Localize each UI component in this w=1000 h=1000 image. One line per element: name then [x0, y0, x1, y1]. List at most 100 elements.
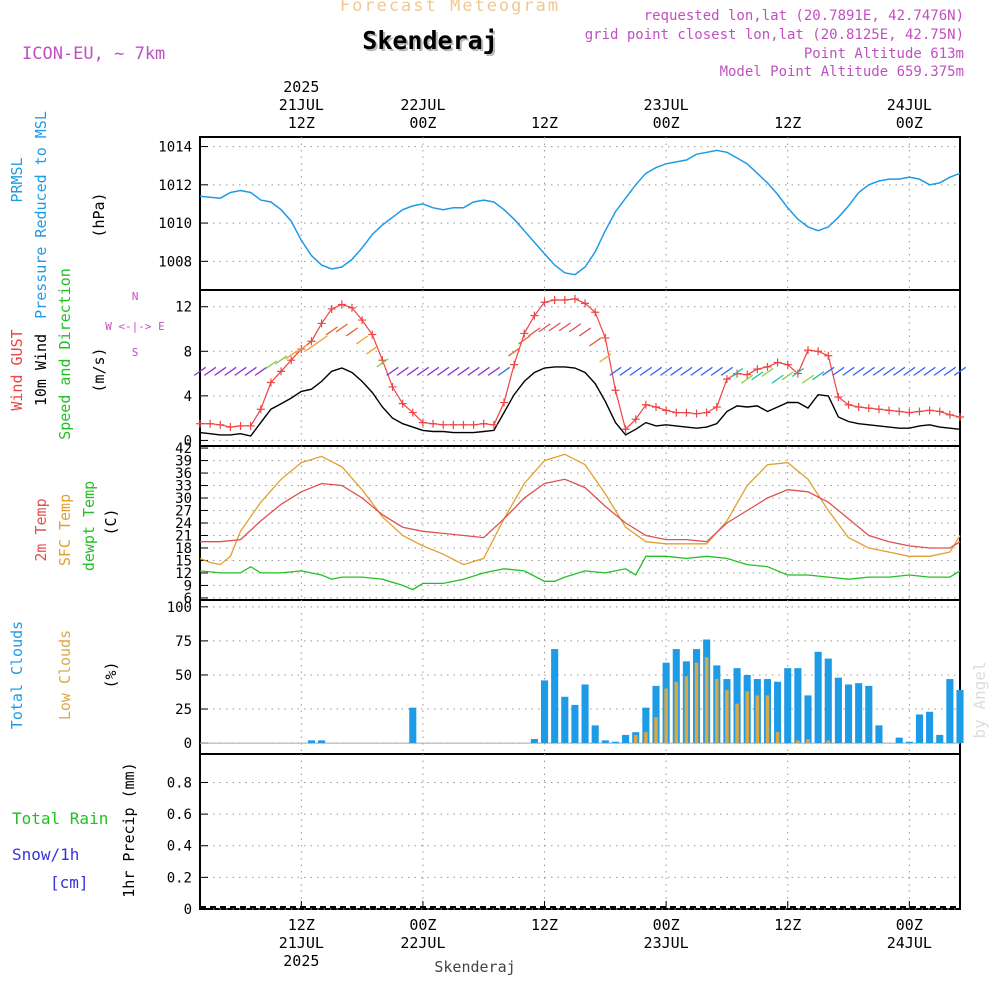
wind-direction-arrow: [416, 366, 430, 376]
panel-frame-wind: [199, 289, 961, 447]
time-label-bottom: 00Z: [409, 916, 436, 934]
label-sfc-temp: SFC Temp: [56, 494, 74, 566]
gust-marker: [915, 407, 924, 416]
credit-watermark: by Angel: [970, 661, 989, 738]
gust-marker: [398, 399, 407, 408]
total-cloud-bar: [652, 685, 660, 744]
gust-marker: [662, 406, 671, 415]
wind-direction-arrow: [660, 366, 673, 376]
gust-marker: [307, 337, 316, 346]
gust-marker: [236, 421, 245, 430]
footer-station: Skenderaj: [434, 958, 515, 976]
ytick-label-pressure: 1012: [158, 178, 192, 194]
gust-marker: [804, 346, 812, 355]
total-cloud-bar: [561, 696, 569, 744]
total-cloud-bar: [591, 725, 599, 744]
wind-direction-arrow: [487, 366, 500, 376]
gust-marker: [317, 319, 326, 328]
wind-direction-arrow: [264, 360, 278, 370]
unit-ms: (m/s): [90, 347, 108, 392]
wind-direction-arrow: [781, 371, 794, 381]
ytick-label-wind: 12: [175, 300, 192, 316]
gust-marker: [287, 356, 296, 365]
wind-direction-arrow: [761, 367, 774, 378]
gust-marker: [631, 415, 640, 424]
low-cloud-bar: [684, 676, 689, 744]
time-label-top: 2025: [283, 78, 319, 96]
ytick-label-pressure: 1008: [158, 254, 192, 270]
total-cloud-bar: [642, 707, 650, 744]
total-cloud-bar: [956, 689, 964, 744]
wind-direction-arrow: [720, 366, 734, 376]
wind-direction-arrow: [356, 335, 369, 345]
gust-marker: [895, 407, 904, 416]
ytick-label-precip: 0.4: [167, 839, 192, 855]
low-cloud-bar: [745, 691, 749, 744]
panel-frame-precip: [199, 753, 961, 910]
total-cloud-bar: [551, 649, 559, 744]
wind-direction-arrow: [234, 366, 247, 376]
series-dewpt-temp: [199, 555, 961, 591]
wind-direction-arrow: [467, 366, 480, 376]
ytick-label-pressure: 1010: [158, 216, 192, 232]
low-cloud-bar: [826, 740, 831, 744]
gust-marker: [570, 294, 579, 303]
gust-marker: [743, 370, 752, 379]
model-altitude: Model Point Altitude 659.375m: [719, 64, 964, 80]
wind-direction-arrow: [558, 322, 571, 332]
series-10m-wind: [199, 366, 961, 437]
gust-marker: [885, 406, 894, 415]
wind-direction-arrow: [953, 366, 967, 376]
series-2m-temp: [200, 478, 961, 549]
gust-marker: [550, 296, 559, 305]
wind-direction-arrow: [862, 366, 875, 376]
total-cloud-bar: [307, 740, 316, 744]
ytick-label-temperature: 36: [175, 466, 192, 482]
unit-hpa: (hPa): [90, 192, 108, 237]
time-label-top: 22JUL: [400, 96, 445, 114]
point-altitude: Point Altitude 613m: [803, 46, 964, 62]
wind-direction-arrow: [345, 327, 359, 337]
label-snow: Snow/1h: [12, 845, 79, 864]
gust-marker: [489, 420, 498, 429]
wind-direction-arrow: [548, 322, 561, 332]
label-speed-direction: Speed and Direction: [56, 268, 74, 440]
wind-direction-arrow: [822, 366, 835, 376]
low-cloud-bar: [654, 717, 658, 744]
gust-marker: [277, 367, 286, 376]
ytick-label-clouds: 100: [167, 600, 192, 616]
gust-marker: [854, 403, 863, 411]
wind-direction-arrow: [376, 358, 389, 368]
total-cloud-bar: [409, 707, 417, 744]
wind-direction-arrow: [801, 374, 815, 384]
time-label-bottom: 12Z: [288, 916, 315, 934]
wind-direction-arrow: [497, 366, 511, 376]
wind-direction-arrow: [315, 335, 328, 345]
wind-direction-arrow: [518, 335, 531, 345]
time-label-top: 00Z: [896, 114, 923, 132]
low-cloud-bar: [715, 679, 719, 744]
gust-marker: [753, 365, 762, 374]
gust-marker: [956, 413, 964, 422]
ytick-label-temperature: 39: [175, 454, 192, 470]
gust-marker: [560, 296, 569, 305]
label-wind-gust: Wind GUST: [8, 329, 26, 410]
wind-direction-arrow: [670, 366, 683, 376]
time-label-bottom: 12Z: [531, 916, 558, 934]
wind-direction-arrow: [447, 366, 460, 376]
series-sfc-temp: [199, 453, 961, 566]
low-cloud-bar: [735, 703, 739, 744]
meteogram-title: Forecast Meteogram: [339, 0, 561, 16]
compass-s: S: [132, 346, 139, 359]
ytick-label-temperature: 6: [184, 591, 192, 607]
gust-marker: [408, 408, 417, 417]
time-label-bottom: 00Z: [896, 916, 923, 934]
gust-marker: [388, 382, 397, 391]
wind-direction-arrow: [741, 374, 754, 384]
gust-marker: [925, 406, 934, 415]
wind-direction-arrow: [578, 327, 592, 337]
low-cloud-bar: [725, 689, 729, 744]
low-cloud-bar: [796, 740, 800, 744]
gust-marker: [216, 420, 225, 429]
